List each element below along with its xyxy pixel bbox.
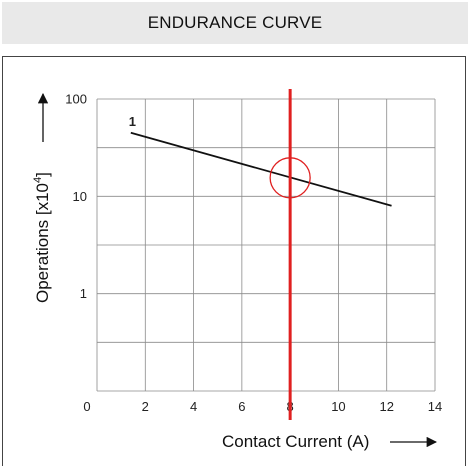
series-layer: 1 bbox=[129, 114, 392, 207]
y-tick-label: 100 bbox=[65, 92, 87, 107]
chart-header: ENDURANCE CURVE bbox=[2, 2, 468, 44]
annotation-layer bbox=[269, 89, 311, 420]
series-label: 1 bbox=[129, 114, 136, 129]
y-tick-label: 10 bbox=[73, 189, 87, 204]
y-axis-title-group: Operations [x104] bbox=[32, 172, 52, 303]
chart-title: ENDURANCE CURVE bbox=[147, 13, 323, 32]
y-tick-labels: 1 10 100 bbox=[65, 92, 87, 302]
y-axis-title-bracket: ] bbox=[33, 172, 52, 177]
x-tick-label: 6 bbox=[238, 399, 245, 414]
x-axis-title: Contact Current (A) bbox=[222, 432, 369, 451]
y-axis-title: Operations [x10 bbox=[33, 183, 52, 303]
x-tick-label: 12 bbox=[379, 399, 393, 414]
series-line bbox=[130, 131, 392, 207]
x-tick-label: 2 bbox=[142, 399, 149, 414]
svg-text:Operations [x104]: Operations [x104] bbox=[32, 172, 52, 303]
x-tick-label: 0 bbox=[83, 399, 90, 414]
x-tick-labels: 02468101214 bbox=[83, 399, 442, 414]
x-tick-label: 14 bbox=[428, 399, 442, 414]
x-tick-label: 4 bbox=[190, 399, 197, 414]
x-tick-label: 10 bbox=[331, 399, 345, 414]
highlight-circle bbox=[269, 157, 311, 199]
y-axis-title-exponent: 4 bbox=[32, 177, 44, 183]
plot-grid bbox=[96, 98, 436, 392]
chart-frame bbox=[2, 56, 466, 466]
y-tick-label: 1 bbox=[80, 286, 87, 301]
